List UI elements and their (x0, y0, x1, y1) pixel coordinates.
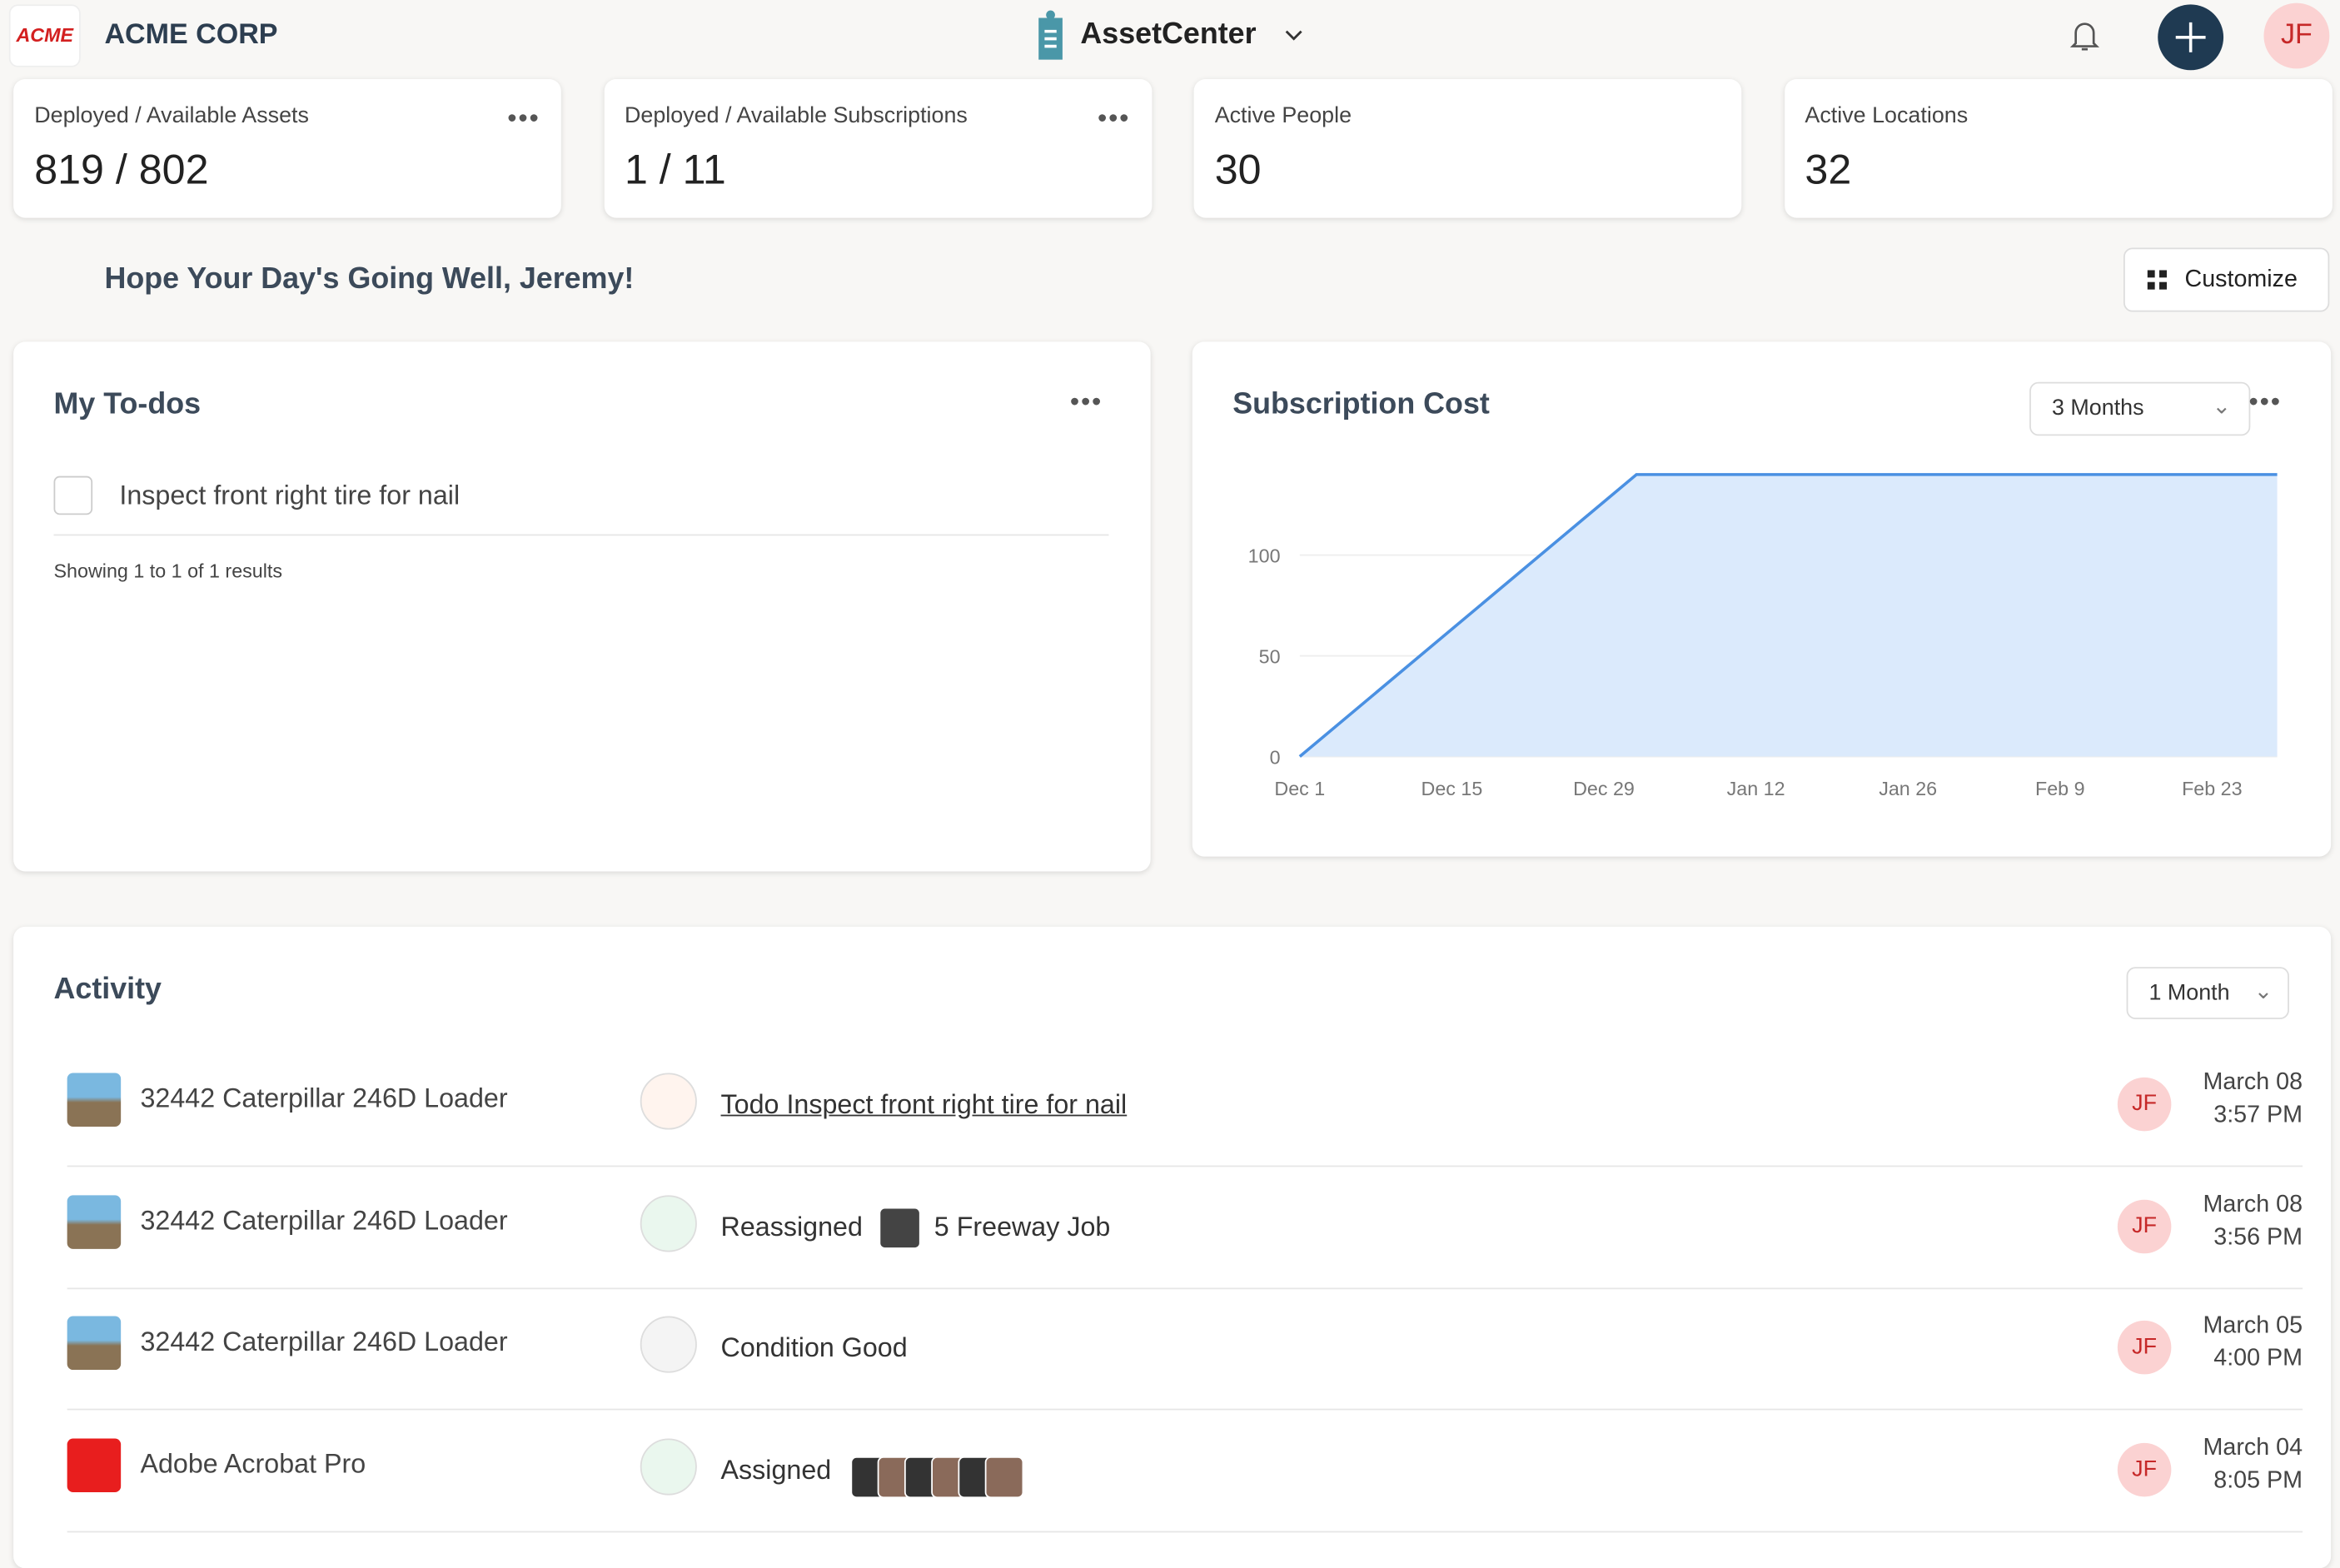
action-icon (640, 1316, 697, 1373)
date: March 08 (2203, 1191, 2303, 1217)
stat-card: Active Locations 32 (1784, 78, 2332, 218)
activity-row: 32442 Caterpillar 246D Loader Todo Inspec… (67, 1044, 2303, 1167)
x-tick-label: Dec 1 (1274, 778, 1325, 799)
chart: 0 50 100 Dec 1 Dec 15 Dec 29 Jan 12 Jan 26 Feb 9… (1248, 473, 2278, 799)
x-tick-label: Feb 23 (2182, 778, 2242, 799)
menu[interactable]: ••• (507, 102, 540, 133)
customize-label: Customize (2184, 266, 2298, 293)
activity-card: Activity 1 Month ⌄ 32442 Caterpillar 246D… (13, 926, 2332, 1568)
stat-value: 32 (1805, 146, 1852, 193)
action-icon (640, 1194, 697, 1252)
area (1299, 474, 2278, 757)
company: ACME CORP (104, 19, 278, 51)
asset-thumb (67, 1437, 122, 1492)
notifications[interactable] (2065, 17, 2104, 56)
time: 3:57 PM (2213, 1103, 2303, 1128)
todo-text: Inspect front right tire for nail (119, 480, 461, 510)
asset-thumb (67, 1073, 122, 1127)
stat-value: 1 / 11 (624, 146, 726, 193)
activity-title: Activity (53, 973, 162, 1006)
app-switcher[interactable]: AssetCenter (1080, 17, 1257, 51)
greeting: Hope Your Day's Going Well, Jeremy! (104, 262, 635, 296)
range-label: 3 Months (2052, 395, 2144, 421)
activity-row: Adobe Acrobat Pro Assigned JF March 04 8:05 … (67, 1410, 2303, 1532)
user-avatar[interactable]: JF (2117, 1198, 2172, 1253)
asset-name[interactable]: 32442 Caterpillar 246D Loader (140, 1205, 508, 1235)
target-thumb (880, 1207, 919, 1247)
line (1298, 473, 2278, 758)
action-text: Condition Good (720, 1332, 908, 1363)
date: March 08 (2203, 1069, 2303, 1096)
x-tick-label: Dec 15 (1421, 778, 1483, 799)
logo-text: ACME (16, 23, 74, 47)
customize-button[interactable]: Customize (2123, 247, 2330, 312)
target-name[interactable]: 5 Freeway Job (934, 1211, 1111, 1242)
user-avatar[interactable]: JF (2117, 1441, 2172, 1496)
activity-row: 32442 Caterpillar 246D Loader Condition G… (67, 1287, 2303, 1411)
chevron (1285, 30, 1302, 41)
time: 8:05 PM (2213, 1467, 2303, 1493)
asset-thumb (67, 1194, 122, 1249)
stat-card: Deployed / Available Subscriptions 1 / 11… (603, 78, 1152, 218)
x-tick-label: Dec 29 (1573, 778, 1635, 799)
time: 4:00 PM (2213, 1346, 2303, 1371)
chevron: ⌄ (2253, 978, 2273, 1005)
stat-card: Deployed / Available Assets 819 / 802 ••• (13, 78, 561, 218)
todo-checkbox[interactable] (53, 475, 93, 515)
stat-label: Active People (1214, 102, 1352, 129)
action-text: Assigned (720, 1454, 832, 1485)
chart-title: Subscription Cost (1232, 387, 1490, 421)
y-tick-label: 0 (1270, 747, 1281, 769)
asset-name[interactable]: 32442 Caterpillar 246D Loader (140, 1327, 508, 1356)
user-avatar[interactable]: JF (2117, 1320, 2172, 1375)
stat-card: Active People 30 (1193, 78, 1742, 218)
menu[interactable]: ••• (2248, 386, 2282, 416)
activity-range-label: 1 Month (2148, 980, 2230, 1006)
chart-card: Subscription Cost 3 Months ⌄ ••• 0 50 100 De… (1192, 341, 2332, 857)
activity-row: 32442 Caterpillar 246D Loader Reassigned 5… (67, 1166, 2303, 1289)
menu[interactable]: ••• (1098, 102, 1131, 133)
todos-footer: Showing 1 to 1 of 1 results (53, 560, 283, 582)
stat-label: Deployed / Available Assets (34, 102, 309, 129)
logo: ACME (8, 4, 81, 67)
date: March 05 (2203, 1312, 2303, 1339)
x-tick-label: Jan 12 (1727, 778, 1785, 799)
stat-value: 30 (1214, 146, 1262, 193)
action-text: Reassigned (720, 1211, 863, 1242)
stat-value: 819 / 802 (34, 146, 209, 193)
action-icon (640, 1073, 697, 1130)
stat-label: Deployed / Available Subscriptions (624, 102, 968, 129)
time: 3:56 PM (2213, 1224, 2303, 1250)
add-button[interactable] (2156, 3, 2224, 72)
asset-name[interactable]: Adobe Acrobat Pro (140, 1448, 366, 1478)
divider (53, 534, 1109, 536)
activity-range-select[interactable]: 1 Month ⌄ (2126, 967, 2289, 1019)
grid-icon (2147, 270, 2167, 290)
action-icon (640, 1437, 697, 1495)
date: March 04 (2203, 1435, 2303, 1461)
todos-card: My To-dos ••• Inspect front right tire f… (13, 341, 1151, 872)
x-tick-label: Jan 26 (1879, 778, 1937, 799)
menu[interactable]: ••• (1069, 386, 1103, 416)
todos-title: My To-dos (53, 387, 202, 421)
app-icon (1038, 10, 1063, 60)
action-text[interactable]: Todo Inspect front right tire for nail (720, 1089, 1128, 1119)
y-tick-label: 50 (1259, 646, 1281, 668)
assignee-avatar (984, 1456, 1024, 1498)
range-select[interactable]: 3 Months ⌄ (2029, 381, 2251, 436)
user-avatar[interactable]: JF (2117, 1077, 2172, 1132)
stat-label: Active Locations (1805, 102, 1969, 129)
chevron: ⌄ (2212, 394, 2232, 420)
asset-thumb (67, 1316, 122, 1371)
user-avatar[interactable]: JF (2263, 2, 2330, 69)
asset-name[interactable]: 32442 Caterpillar 246D Loader (140, 1083, 508, 1113)
y-tick-label: 100 (1248, 545, 1281, 567)
x-tick-label: Feb 9 (2035, 778, 2085, 799)
